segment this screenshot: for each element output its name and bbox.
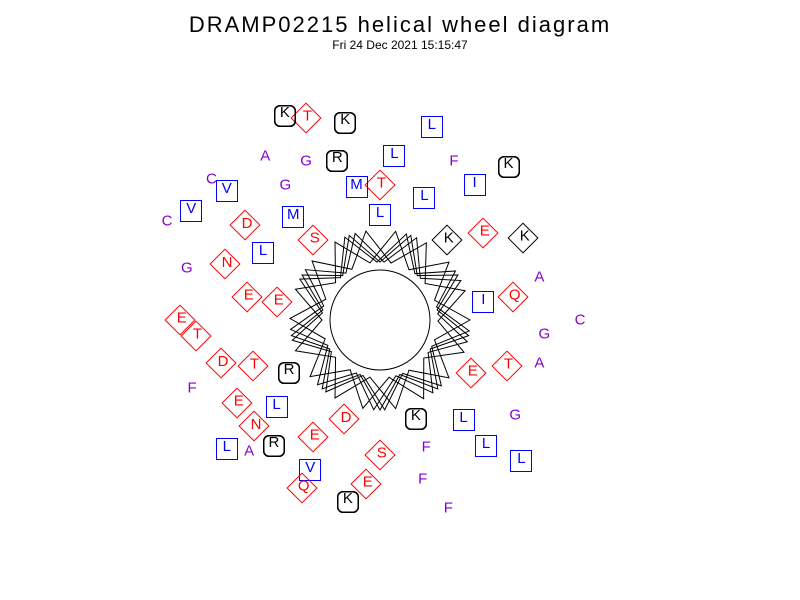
residue-65: F [449,154,458,169]
residue-38: Q [291,477,313,499]
residue-49: L [421,116,443,138]
residue-6: R [278,362,300,384]
residue-10: L [413,187,435,209]
residue-23: M [346,176,368,198]
residue-57: E [169,309,191,331]
residue-7: E [266,291,288,313]
residue-17: E [302,426,324,448]
residue-33: F [418,472,427,487]
residue-61: T [295,107,317,129]
residue-51: C [575,313,586,328]
residue-56: G [181,261,193,276]
residue-44: N [214,253,236,275]
residue-14: L [453,409,475,431]
residue-5: D [333,408,355,430]
residue-62: K [274,105,296,127]
residue-63: V [180,200,202,222]
residue-13: T [496,355,518,377]
residue-39: A [244,443,254,458]
residue-32: L [475,435,497,457]
residue-3: E [460,362,482,384]
residue-58: V [216,180,238,202]
residue-36: R [263,435,285,457]
residue-25: R [326,150,348,172]
residue-8: S [302,229,324,251]
residue-4: K [405,408,427,430]
residue-16: S [369,444,391,466]
residue-31: G [509,407,521,422]
residue-41: E [226,392,248,414]
residue-9: T [369,174,391,196]
residue-53: F [444,500,453,515]
residue-40: K [337,491,359,513]
residue-11: E [472,222,494,244]
residue-20: E [236,286,258,308]
residue-59: C [206,171,217,186]
residue-64: C [162,213,173,228]
residue-54: L [216,438,238,460]
residue-19: T [242,355,264,377]
residue-37: N [243,415,265,437]
residue-22: M [282,206,304,228]
residue-12: Q [502,286,524,308]
residue-29: G [539,327,551,342]
residue-28: A [534,270,544,285]
residue-24: L [383,145,405,167]
residue-26: I [464,174,486,196]
residue-45: D [234,214,256,236]
residue-50: K [498,156,520,178]
residue-2: I [472,291,494,313]
residue-42: D [210,352,232,374]
residue-18: L [266,396,288,418]
residue-52: L [510,450,532,472]
residue-60: A [260,149,270,164]
residue-0: L [369,204,391,226]
residue-48: K [334,112,356,134]
residue-1: K [436,229,458,251]
residue-15: F [422,439,431,454]
residue-47: G [300,154,312,169]
residue-21: L [252,242,274,264]
residue-46: G [280,177,292,192]
helical-wheel-labels: LKIEKDRESTLEQTLFSELTELMMLRIKAGAGLFEVRNQA… [0,0,800,600]
residue-55: F [187,381,196,396]
residue-27: K [512,227,534,249]
residue-30: A [534,355,544,370]
